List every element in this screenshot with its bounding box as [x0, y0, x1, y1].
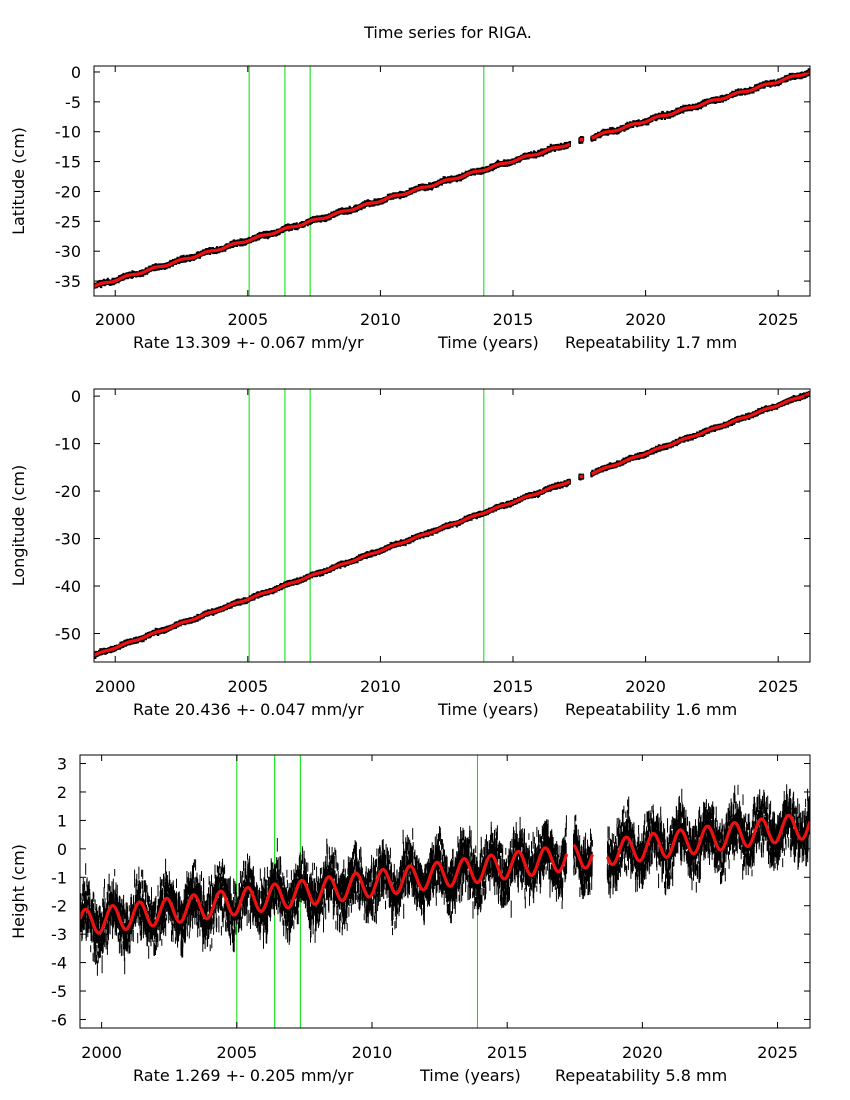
rate-label: Rate 20.436 +- 0.047 mm/yr — [133, 700, 364, 719]
plot-frame — [79, 754, 811, 1029]
y-tick-label: -2 — [51, 897, 67, 916]
y-tick-label: -25 — [55, 212, 81, 231]
y-axis-label: Latitude (cm) — [9, 127, 28, 235]
x-tick-label: 2000 — [95, 310, 136, 329]
x-tick-label: 2020 — [625, 310, 666, 329]
x-tick-label: 2005 — [227, 677, 268, 696]
y-tick-label: -20 — [55, 482, 81, 501]
plot-frame — [93, 65, 811, 297]
x-tick-label: 2000 — [81, 1043, 122, 1062]
y-tick-label: -5 — [65, 93, 81, 112]
y-tick-label: 1 — [57, 811, 67, 830]
x-axis-label: Time (years) — [437, 333, 539, 352]
plot-area — [94, 389, 810, 662]
plot-frame — [93, 388, 811, 663]
repeatability-label: Repeatability 5.8 mm — [555, 1066, 727, 1085]
y-tick-label: -10 — [55, 435, 81, 454]
x-tick-label: 2000 — [95, 677, 136, 696]
y-tick-label: -10 — [55, 123, 81, 142]
y-tick-label: -5 — [51, 982, 67, 1001]
y-tick-label: -35 — [55, 272, 81, 291]
y-tick-label: 0 — [71, 63, 81, 82]
plot-area — [94, 66, 810, 296]
y-tick-label: 2 — [57, 783, 67, 802]
figure-title: Time series for RIGA. — [363, 23, 532, 42]
model-curve — [94, 391, 810, 657]
y-tick-label: 0 — [71, 387, 81, 406]
model-curve — [94, 70, 810, 288]
x-tick-label: 2005 — [227, 310, 268, 329]
x-axis-label: Time (years) — [419, 1066, 521, 1085]
x-tick-label: 2025 — [758, 677, 799, 696]
y-tick-label: -20 — [55, 182, 81, 201]
repeatability-label: Repeatability 1.7 mm — [565, 333, 737, 352]
y-tick-label: -6 — [51, 1010, 67, 1029]
x-tick-label: 2020 — [622, 1043, 663, 1062]
repeatability-label: Repeatability 1.6 mm — [565, 700, 737, 719]
x-tick-label: 2010 — [352, 1043, 393, 1062]
y-tick-label: -3 — [51, 925, 67, 944]
y-axis-label: Height (cm) — [9, 844, 28, 939]
rate-label: Rate 13.309 +- 0.067 mm/yr — [133, 333, 364, 352]
y-tick-label: -30 — [55, 530, 81, 549]
x-tick-label: 2025 — [757, 1043, 798, 1062]
panel-3: 2000 2005 2010 2015 2020 2025 3 2 1 0 -1 -2 -3 -4 -5 -6… — [9, 754, 811, 1085]
y-tick-label: -30 — [55, 242, 81, 261]
panels: 2000 2005 2010 2015 2020 20250-5-10-15-20-25-… — [9, 63, 811, 1085]
x-tick-label: 2020 — [625, 677, 666, 696]
x-tick-label: 2010 — [360, 677, 401, 696]
x-tick-label: 2015 — [493, 310, 534, 329]
plot-area — [80, 755, 810, 1028]
panel-2: 2000 2005 2010 2015 2020 2025 0 -10 -20 -30 -40 -50… — [9, 387, 811, 719]
x-tick-label: 2025 — [758, 310, 799, 329]
y-tick-label: 3 — [57, 755, 67, 774]
x-tick-label: 2015 — [493, 677, 534, 696]
y-tick-label: -4 — [51, 954, 67, 973]
y-tick-label: -1 — [51, 868, 67, 887]
x-tick-label: 2015 — [487, 1043, 528, 1062]
y-tick-label: -50 — [55, 625, 81, 644]
model-curve — [80, 813, 810, 935]
rate-label: Rate 1.269 +- 0.205 mm/yr — [133, 1066, 354, 1085]
x-axis-label: Time (years) — [437, 700, 539, 719]
y-axis-label: Longitude (cm) — [9, 465, 28, 587]
panel-1: 2000 2005 2010 2015 2020 2025 0 -5 -10 -15 -20 -25 -… — [9, 63, 811, 352]
y-tick-label: -40 — [55, 577, 81, 596]
x-tick-label: 2010 — [360, 310, 401, 329]
y-tick-label: 0 — [57, 840, 67, 859]
y-tick-label: -15 — [55, 153, 81, 172]
x-tick-label: 2005 — [216, 1043, 257, 1062]
